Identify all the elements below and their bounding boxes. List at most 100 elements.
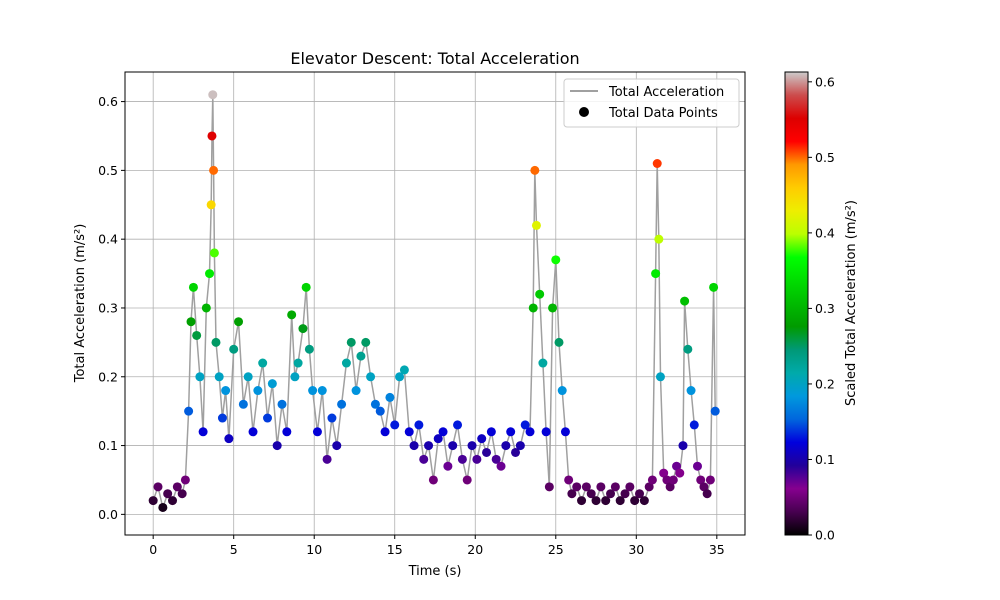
data-point [312, 427, 322, 437]
data-point [564, 475, 574, 485]
x-tick-label: 10 [306, 542, 322, 557]
data-point [438, 427, 448, 437]
data-point [448, 441, 458, 451]
data-point [457, 454, 467, 464]
data-point [501, 441, 511, 451]
data-point [652, 158, 662, 168]
data-point [535, 289, 545, 299]
data-point [361, 337, 371, 347]
y-tick-label: 0.2 [98, 369, 118, 384]
data-point [209, 248, 219, 258]
data-point [263, 413, 273, 423]
data-point [586, 489, 596, 499]
data-point [217, 413, 227, 423]
data-point [188, 282, 198, 292]
data-point [530, 165, 540, 175]
data-point [680, 296, 690, 306]
data-point [301, 282, 311, 292]
data-point [337, 399, 347, 409]
data-point [205, 269, 215, 279]
data-point [625, 482, 635, 492]
plot-frame [124, 71, 746, 536]
data-point [591, 496, 601, 506]
x-axis-ticks: 0 5 10 15 20 25 30 35 [149, 535, 725, 557]
legend: Total Acceleration Total Data Points [563, 78, 740, 128]
data-point [699, 482, 709, 492]
x-tick-label: 25 [548, 542, 564, 557]
y-tick-label: 0.1 [98, 438, 118, 453]
data-point [560, 427, 570, 437]
data-point [308, 386, 318, 396]
data-point [644, 482, 654, 492]
data-point [506, 427, 516, 437]
data-point [198, 427, 208, 437]
data-point [158, 502, 168, 512]
legend-entry-line: Total Acceleration [608, 85, 724, 100]
data-point [243, 372, 253, 382]
data-point [511, 447, 521, 457]
data-point [258, 358, 268, 368]
data-point [395, 372, 405, 382]
data-point [696, 475, 706, 485]
data-point [567, 489, 577, 499]
data-point [581, 482, 591, 492]
data-point [208, 90, 218, 100]
data-point [615, 496, 625, 506]
data-point [163, 489, 173, 499]
data-point [424, 441, 434, 451]
data-point [496, 461, 506, 471]
data-point [528, 303, 538, 313]
data-point [234, 317, 244, 327]
data-point [651, 269, 661, 279]
data-point [472, 454, 482, 464]
data-point [572, 482, 582, 492]
data-point [148, 496, 158, 506]
data-point [298, 324, 308, 334]
data-point [211, 337, 221, 347]
data-point [209, 165, 219, 175]
data-point [655, 372, 665, 382]
data-point [409, 441, 419, 451]
data-point [399, 365, 409, 375]
data-point [370, 399, 380, 409]
data-point [206, 200, 216, 210]
data-point [601, 496, 611, 506]
data-point [705, 475, 715, 485]
y-axis-ticks: 0.0 0.1 0.2 0.3 0.4 0.5 0.6 [98, 94, 125, 522]
data-point [229, 344, 239, 354]
colorbar: 0.0 0.1 0.2 0.3 0.4 0.5 0.6 Scaled Total Accel… [784, 71, 859, 543]
data-point [177, 489, 187, 499]
y-tick-label: 0.5 [98, 163, 118, 178]
data-point [520, 420, 530, 430]
colorbar-ticks: 0.0 0.1 0.2 0.3 0.4 0.5 0.6 [808, 74, 835, 543]
data-point [453, 420, 463, 430]
colorbar-tick-label: 0.6 [815, 74, 835, 89]
data-point [482, 447, 492, 457]
legend-marker-swatch [579, 107, 589, 117]
data-point [277, 399, 287, 409]
data-point [153, 482, 163, 492]
x-tick-label: 15 [387, 542, 403, 557]
data-point [647, 475, 657, 485]
y-tick-label: 0.3 [98, 300, 118, 315]
x-axis-label: Time (s) [408, 564, 462, 579]
data-point [428, 475, 438, 485]
data-point [541, 427, 551, 437]
data-point [267, 379, 277, 389]
data-point [548, 303, 558, 313]
data-point [287, 310, 297, 320]
data-point [620, 489, 630, 499]
data-point [544, 482, 554, 492]
data-point [672, 461, 682, 471]
data-point [610, 482, 620, 492]
data-point [659, 468, 669, 478]
data-point [635, 489, 645, 499]
legend-box [563, 78, 740, 128]
data-point [596, 482, 606, 492]
data-point [404, 427, 414, 437]
grid [125, 72, 745, 535]
colorbar-tick-label: 0.5 [815, 150, 835, 165]
data-point [214, 372, 224, 382]
y-tick-label: 0.6 [98, 94, 118, 109]
